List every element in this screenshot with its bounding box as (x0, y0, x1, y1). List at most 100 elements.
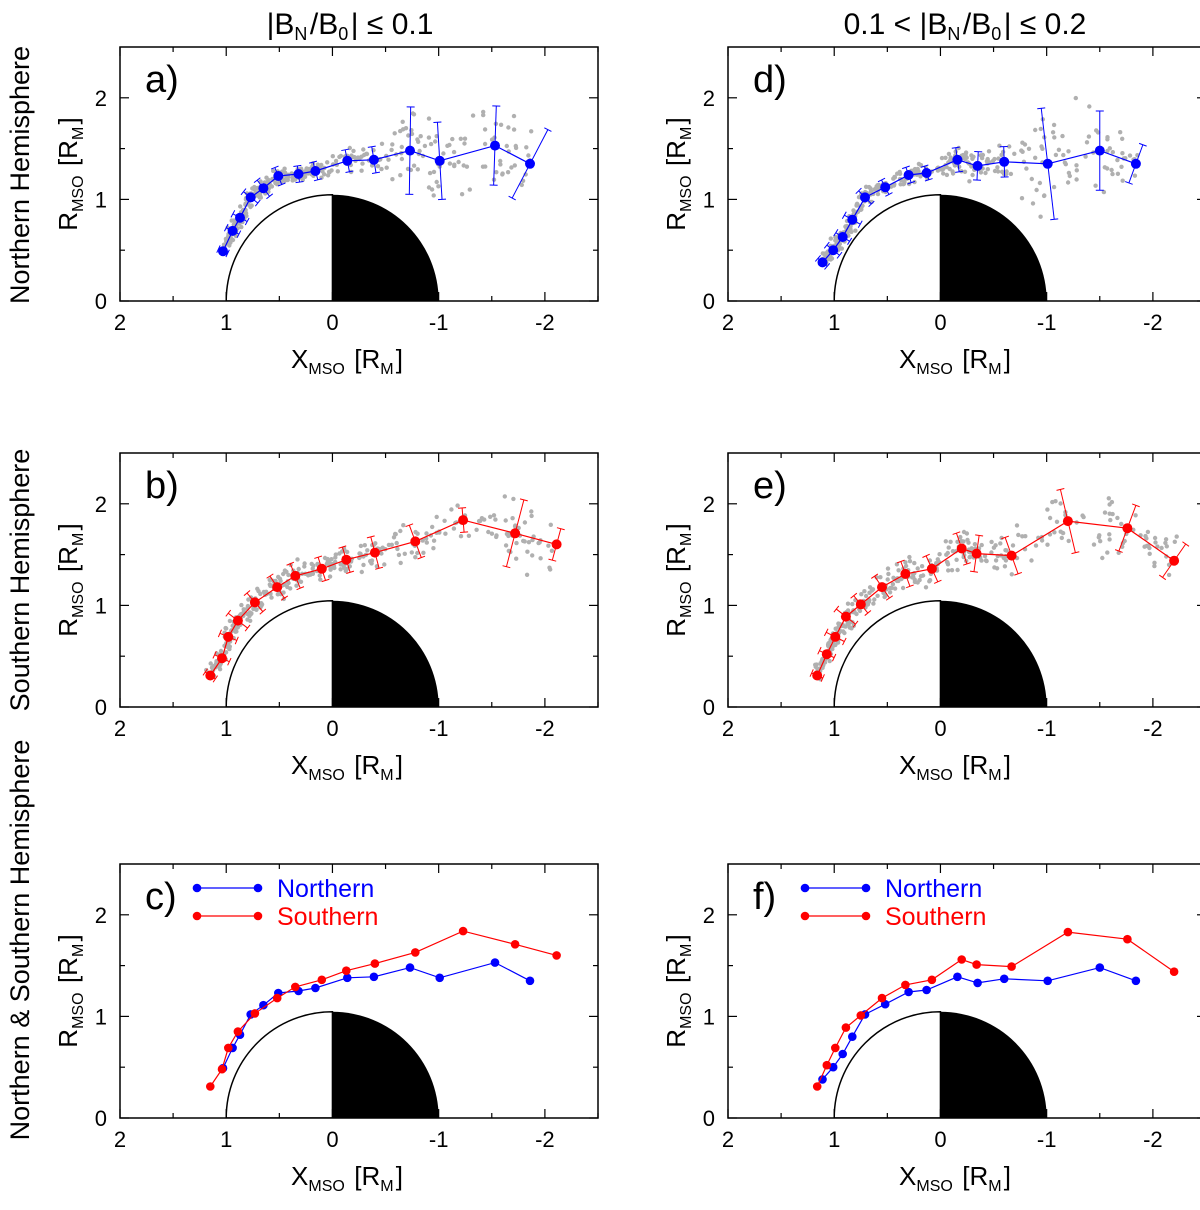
scatter-point (286, 572, 291, 578)
scatter-point (514, 556, 519, 561)
scatter-point (1115, 157, 1120, 163)
series-southern (202, 498, 565, 683)
scatter-point (398, 560, 403, 566)
scatter-point (524, 145, 529, 150)
scatter-point (379, 141, 385, 146)
error-cap (346, 570, 355, 574)
data-point (840, 611, 851, 622)
planet-dayside (833, 1011, 942, 1118)
scatter-point (907, 554, 912, 560)
scatter-point (489, 137, 495, 142)
error-cap (367, 145, 376, 148)
data-point (232, 615, 243, 626)
scatter-point (271, 168, 276, 174)
scatter-point (400, 119, 405, 125)
scatter-point (482, 517, 487, 522)
error-cap (212, 650, 217, 659)
scatter-point (992, 565, 997, 570)
scatter-point (1108, 517, 1113, 523)
scatter-point (863, 184, 869, 189)
scatter-point (944, 172, 950, 178)
error-cap (842, 637, 847, 646)
scatter-point (489, 531, 495, 536)
scatter-point (269, 595, 274, 600)
error-cap (225, 249, 230, 258)
scatter-point (1037, 180, 1043, 186)
scatter-point (467, 187, 472, 192)
scatter-point (441, 151, 446, 156)
panel-label: e) (753, 465, 787, 507)
error-cap (1158, 574, 1167, 581)
scatter-point (209, 665, 215, 670)
error-cap (236, 230, 242, 238)
scatter-point (865, 602, 871, 607)
scatter-point (1159, 545, 1164, 551)
error-cap (975, 534, 984, 537)
x-tick-label: 1 (220, 310, 232, 335)
scatter-point (875, 191, 881, 197)
scatter-point (937, 552, 942, 557)
data-point (999, 974, 1009, 984)
x-axis: 2 1 0 -1 -2 XMSO [RM ] (114, 864, 599, 1195)
error-cap (243, 590, 251, 597)
error-cap (868, 200, 875, 208)
scatter-point (333, 552, 338, 557)
scatter-point (358, 543, 364, 549)
scatter-point (857, 608, 863, 614)
error-cap (906, 584, 914, 589)
scatter-point (502, 494, 507, 499)
scatter-point (1110, 171, 1115, 177)
scatter-point (530, 553, 535, 558)
data-point (411, 948, 420, 957)
data-point (405, 145, 415, 156)
legend-marker (192, 911, 202, 921)
scatter-point (359, 168, 364, 173)
scatter-point (375, 164, 381, 169)
scatter-point (970, 172, 975, 178)
scatter-point (245, 603, 251, 609)
scatter-point (239, 602, 244, 608)
scatter-point (283, 170, 288, 175)
scatter-point (896, 568, 901, 573)
data-point (956, 543, 967, 554)
scatter-point (984, 558, 989, 564)
scatter-point (325, 556, 330, 562)
scatter-point (1060, 133, 1065, 139)
scatter-point (962, 156, 967, 161)
error-cap (924, 178, 933, 182)
planet-dayside (225, 194, 334, 301)
scatter-point (411, 112, 417, 117)
scatter-point (1133, 513, 1138, 518)
scatter-point (962, 169, 968, 174)
x-tick-label: -1 (1037, 1127, 1057, 1152)
scatter-point (875, 593, 880, 598)
scatter-point (1080, 513, 1085, 518)
error-cap (217, 629, 222, 638)
y-axis-label: RMSO [RM ] (661, 934, 695, 1047)
scatter-point (430, 524, 435, 530)
data-point (458, 926, 468, 936)
data-point (817, 257, 828, 268)
data-point (525, 976, 535, 986)
scatter-point (1008, 171, 1014, 177)
error-cap (556, 527, 565, 531)
scatter-point (361, 562, 366, 568)
scatter-point (427, 170, 433, 176)
scatter-point (395, 546, 400, 552)
scatter-point (848, 227, 853, 232)
scatter-point (458, 136, 463, 141)
plot-area (814, 95, 1147, 301)
scatter-point (1058, 529, 1063, 534)
x-tick-label: 0 (934, 310, 946, 335)
scatter-point (820, 251, 825, 256)
data-point (223, 631, 234, 642)
series-northern (818, 963, 1141, 1084)
scatter-point (424, 531, 429, 536)
data-point (405, 963, 415, 972)
scatter-point (426, 116, 432, 121)
scatter-point (993, 558, 999, 563)
scatter-point (1038, 214, 1043, 219)
scatter-point (426, 135, 432, 140)
scatter-point (1014, 523, 1020, 528)
